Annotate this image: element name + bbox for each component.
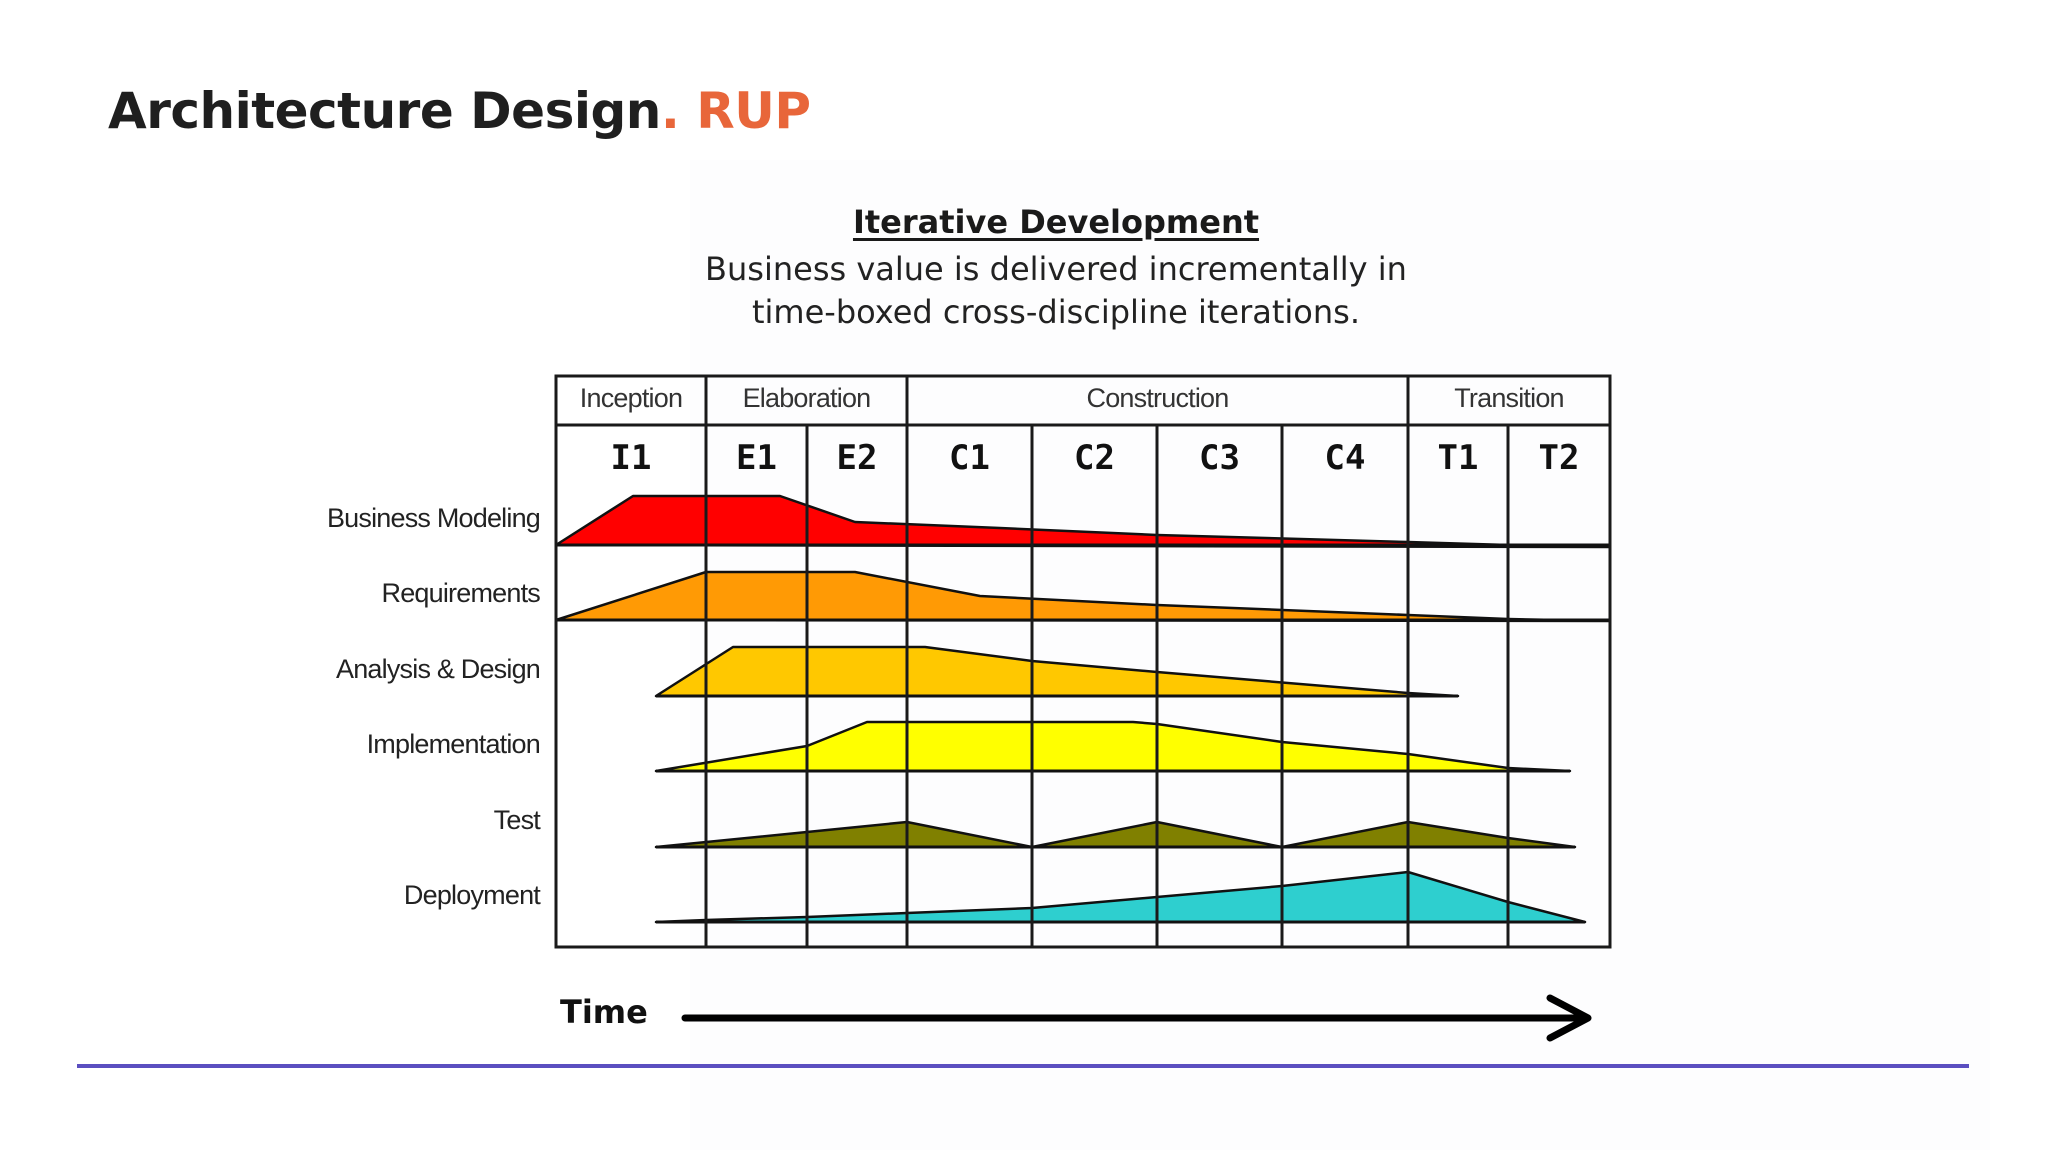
subtitle-line-2: time-boxed cross-discipline iterations. [751,293,1360,331]
iteration-label-c4: C4 [1324,438,1366,478]
slide-title: Architecture Design. RUP [108,82,811,140]
diagram-title: Iterative Development [852,203,1260,241]
iteration-label-t2: T2 [1538,438,1580,478]
discipline-label: Requirements [381,578,541,608]
title-main: Architecture Design [108,82,661,140]
iteration-label-i1: I1 [610,438,652,478]
phase-label-transition: Transition [1454,383,1564,413]
iteration-label-c1: C1 [949,438,990,478]
phase-label-construction: Construction [1086,383,1230,413]
iteration-label-e1: E1 [736,438,777,478]
discipline-area-4 [654,820,1577,849]
iteration-label-t1: T1 [1437,438,1479,478]
discipline-area-5 [654,870,1587,924]
phase-label-inception: Inception [579,383,683,413]
discipline-label: Implementation [366,729,541,759]
discipline-label: Analysis & Design [336,654,541,684]
discipline-area-0 [554,494,1612,549]
subtitle-line-1: Business value is delivered incrementall… [705,250,1407,288]
iteration-label-c2: C2 [1074,438,1115,478]
iteration-label-c3: C3 [1199,438,1240,478]
discipline-area-3 [654,720,1572,773]
phase-label-elaboration: Elaboration [742,383,872,413]
discipline-areas [554,494,1612,924]
title-dot: . [660,82,680,140]
diagram-subtitle: Business value is delivered incrementall… [0,248,2048,334]
time-axis-label: Time [560,993,648,1031]
discipline-label: Deployment [403,880,541,910]
discipline-area-1 [554,570,1612,623]
discipline-area-2 [654,645,1460,698]
iteration-label-e2: E2 [836,438,878,478]
discipline-label: Business Modeling [326,503,541,533]
title-accent: RUP [696,82,811,140]
time-arrow-icon [681,994,1592,1042]
chart-grid [554,374,1612,949]
footer-divider [77,1064,1969,1068]
discipline-label: Test [493,805,541,835]
